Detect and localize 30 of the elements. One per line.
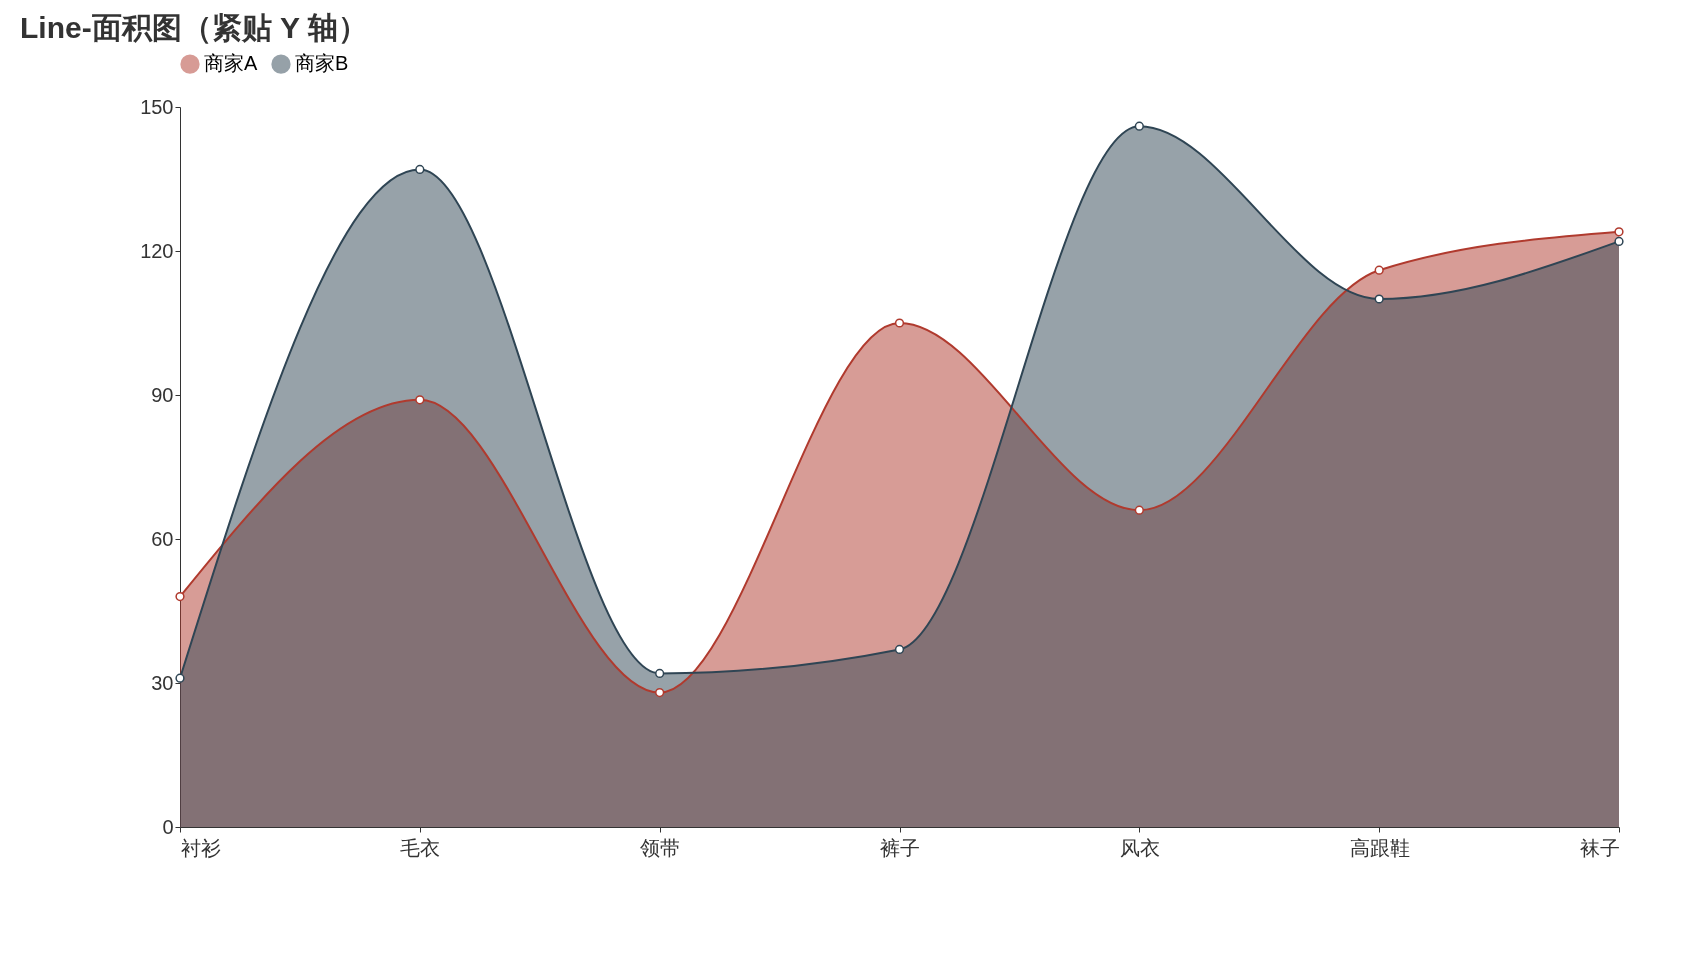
x-tick-label: 领带 [640,836,681,859]
x-tick-label: 风衣 [1119,836,1160,859]
point [655,668,665,679]
y-tick-label: 150 [140,95,174,118]
point [1134,121,1144,131]
y-tick-label: 60 [151,527,174,550]
y-tick-label: 0 [162,815,174,838]
x-tick-label: 高跟鞋 [1349,836,1410,859]
point [415,164,425,175]
x-tick-label: 毛衣 [400,836,441,859]
point [655,687,665,698]
legend-label: 商家A [204,52,258,75]
y-tick-label: 120 [140,239,174,262]
point [1134,505,1144,515]
point [894,318,905,328]
point [894,644,905,655]
point [1614,227,1624,237]
legend-label: 商家B [295,52,349,75]
point [1614,236,1624,247]
x-tick-label: 袜子 [1579,836,1620,859]
x-tick-label: 裤子 [880,836,920,859]
y-tick-label: 30 [151,671,174,694]
point [175,673,185,683]
x-tick-label: 衬衫 [180,836,221,859]
point [1374,265,1384,275]
point [1374,294,1384,304]
y-tick-label: 90 [151,383,174,406]
chart-title: Line-面积图（紧贴 Y 轴） [20,11,368,44]
point [175,591,185,602]
point [415,395,425,405]
